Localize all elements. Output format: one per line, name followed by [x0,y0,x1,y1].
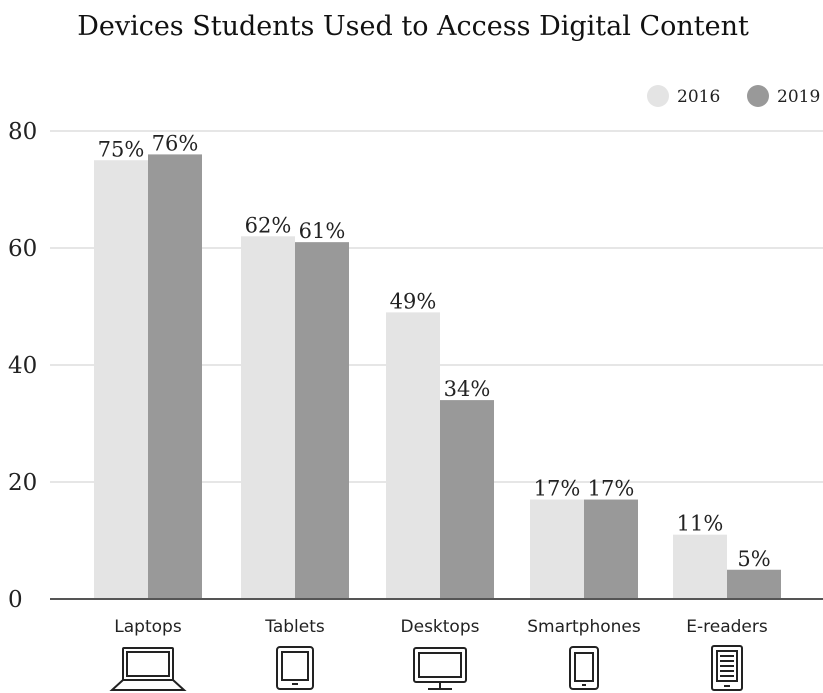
x-category-label: Laptops [114,617,182,637]
bar-smartphones-2019 [584,499,638,599]
laptop-icon [109,647,187,691]
y-tick-label: 40 [8,353,37,379]
bars [94,154,781,600]
smartphone-icon [569,646,599,690]
data-label: 17% [588,477,635,501]
bar-e-readers-2016 [673,534,727,599]
data-label: 5% [737,547,770,571]
y-tick-label: 80 [8,119,37,145]
desktop-monitor-icon [413,647,467,690]
tablet-icon [276,646,314,690]
bar-desktops-2016 [386,312,440,599]
data-label: 17% [534,477,581,501]
data-label: 11% [677,512,724,536]
x-category-label: Smartphones [527,617,641,637]
y-tick-label: 60 [8,236,37,262]
y-tick-label: 20 [8,470,37,496]
x-category-label: Desktops [401,617,480,637]
data-label: 34% [444,377,491,401]
data-label: 49% [390,289,437,313]
bar-tablets-2016 [241,236,295,600]
category-icons [109,645,743,691]
legend-label: 2019 [777,87,820,107]
x-category-label: E-readers [686,617,768,637]
legend: 2016 2019 [647,85,820,107]
bar-e-readers-2019 [727,569,781,599]
bar-smartphones-2016 [530,499,584,599]
data-label: 61% [299,219,346,243]
y-axis-ticks: 0 20 40 60 80 [8,119,37,613]
data-labels: 75% 62% 49% 17% 11% 76% 61% 34% 17% 5% [98,131,771,570]
legend-swatch [647,85,669,107]
legend-swatch [747,85,769,107]
bar-desktops-2019 [440,400,494,599]
e-reader-icon [711,645,743,691]
data-label: 62% [245,213,292,237]
data-label: 76% [152,131,199,155]
legend-label: 2016 [677,87,720,107]
legend-item-2016: 2016 [647,85,720,107]
bar-tablets-2019 [295,242,349,599]
bar-laptops-2019 [148,154,202,599]
data-label: 75% [98,137,145,161]
x-category-label: Tablets [264,617,325,637]
bar-laptops-2016 [94,160,148,599]
legend-item-2019: 2019 [747,85,820,107]
chart-title: Devices Students Used to Access Digital … [77,11,749,42]
y-tick-label: 0 [8,587,23,613]
x-axis-categories: Laptops Tablets Desktops Smartphones E-reade… [114,617,768,637]
